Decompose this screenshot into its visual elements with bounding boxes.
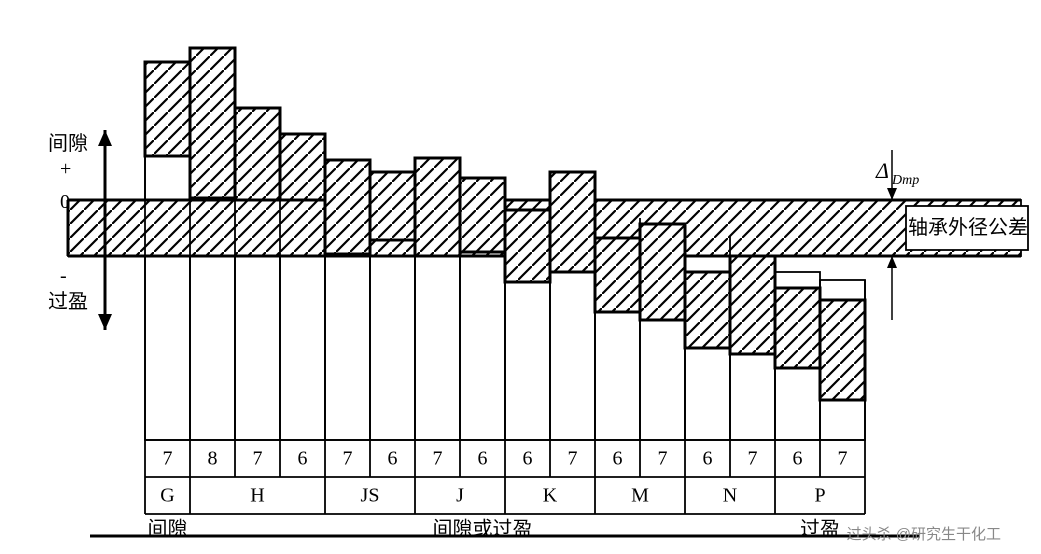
svg-text:6: 6 [523,448,533,470]
svg-text:JS: JS [361,485,380,507]
svg-text:M: M [631,485,649,507]
svg-text:过盈: 过盈 [800,518,840,541]
svg-text:间隙: 间隙 [48,132,88,155]
svg-text:7: 7 [658,448,668,470]
svg-text:间隙: 间隙 [148,518,188,541]
svg-text:6: 6 [703,448,713,470]
svg-text:7: 7 [163,448,173,470]
svg-text:7: 7 [748,448,758,470]
svg-text:7: 7 [568,448,578,470]
svg-text:H: H [250,485,264,507]
svg-text:过盈: 过盈 [48,290,88,313]
svg-text:J: J [456,485,464,507]
svg-text:Δ: Δ [875,158,889,183]
svg-text:K: K [543,485,558,507]
svg-text:间隙或过盈: 间隙或过盈 [433,518,533,541]
svg-text:Dmp: Dmp [891,173,919,188]
svg-text:0: 0 [60,191,70,213]
svg-text:8: 8 [208,448,218,470]
svg-text:6: 6 [388,448,398,470]
svg-text:6: 6 [478,448,488,470]
svg-text:7: 7 [253,448,263,470]
tolerance-diagram: 7876767667676767GHJSJKMNP间隙间隙或过盈过盈间隙+0-过… [0,0,1041,554]
svg-text:N: N [723,485,737,507]
svg-text:7: 7 [343,448,353,470]
watermark: 过头杀 @研究生干化工 [847,523,1001,544]
svg-text:P: P [814,485,825,507]
svg-text:G: G [160,485,174,507]
svg-text:-: - [60,265,67,287]
svg-text:6: 6 [613,448,623,470]
svg-text:6: 6 [793,448,803,470]
svg-text:6: 6 [298,448,308,470]
svg-text:+: + [60,158,71,180]
svg-text:7: 7 [433,448,443,470]
svg-text:轴承外径公差: 轴承外径公差 [908,216,1028,239]
svg-text:7: 7 [838,448,848,470]
